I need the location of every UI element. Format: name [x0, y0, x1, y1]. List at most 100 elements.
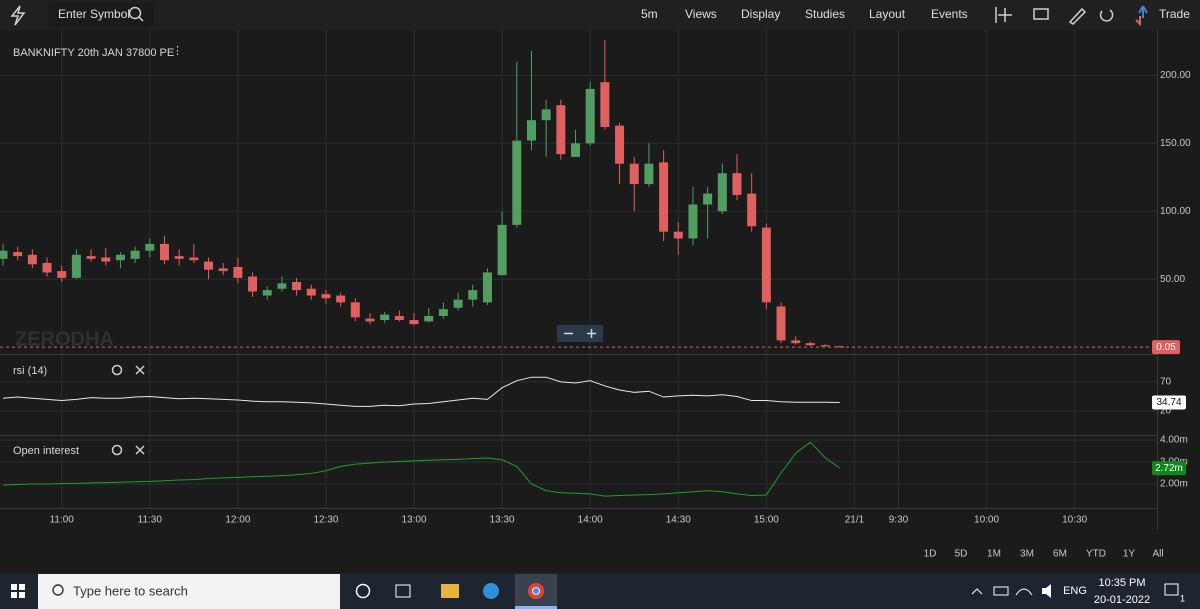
candle-body	[615, 125, 625, 164]
x-tick-label: 9:30	[889, 515, 909, 526]
toolbar-item[interactable]: Views	[685, 7, 717, 21]
language[interactable]: ENG	[1063, 585, 1087, 597]
cortana-icon[interactable]	[355, 583, 371, 599]
taskbar-search[interactable]	[38, 574, 340, 609]
candle-body	[306, 288, 316, 296]
wifi-icon[interactable]	[1015, 588, 1033, 596]
y-tick-label: 2.00m	[1160, 479, 1188, 490]
candle-body	[292, 281, 302, 291]
active-indicator	[515, 606, 557, 609]
x-tick-label: 14:00	[578, 515, 603, 526]
search-icon	[52, 584, 64, 596]
range-button[interactable]: 3M	[1020, 549, 1034, 560]
toolbar-item[interactable]: Events	[931, 7, 968, 21]
candle-body	[717, 173, 727, 212]
x-tick-label: 12:30	[313, 515, 338, 526]
candle-body	[57, 271, 67, 278]
y-tick-label: 70	[1160, 377, 1172, 388]
range-button[interactable]: 1M	[987, 549, 1001, 560]
value-label: 2.72m	[1155, 463, 1183, 474]
x-tick-label: 10:00	[974, 515, 999, 526]
toolbar-item[interactable]: 5m	[641, 7, 658, 21]
candle-body	[321, 294, 331, 299]
candle-body	[409, 320, 419, 325]
candle-body	[776, 306, 786, 341]
toolbar-item[interactable]: Layout	[869, 7, 906, 21]
close-icon[interactable]	[135, 365, 145, 375]
comment-icon[interactable]	[1033, 8, 1049, 20]
candle-body	[394, 315, 404, 321]
tray-icon[interactable]	[971, 588, 983, 595]
candle-body	[732, 173, 742, 195]
trade-button[interactable]: Trade	[1159, 7, 1190, 21]
draw-icon[interactable]	[1068, 7, 1087, 25]
start-button[interactable]	[11, 584, 25, 598]
edge-icon[interactable]	[483, 583, 499, 599]
crosshair-icon[interactable]	[995, 7, 1012, 23]
range-button[interactable]: 5D	[955, 549, 968, 560]
x-tick-label: 10:30	[1062, 515, 1087, 526]
range-button[interactable]: YTD	[1086, 549, 1106, 560]
symbol-search[interactable]	[49, 3, 154, 27]
chart-title: BANKNIFTY 20th JAN 37800 PE	[13, 47, 174, 59]
refresh-icon[interactable]	[1099, 9, 1114, 22]
candle-body	[0, 250, 8, 259]
toolbar	[0, 0, 1200, 30]
battery-icon[interactable]	[993, 586, 1009, 596]
clock-time[interactable]: 10:35 PM	[1098, 577, 1145, 589]
candle-body	[350, 302, 360, 318]
settings-icon[interactable]	[111, 364, 123, 376]
candle-body	[468, 290, 478, 300]
range-button[interactable]: All	[1152, 549, 1163, 560]
candle-body	[747, 193, 757, 227]
candle-body	[71, 254, 81, 278]
toolbar-item[interactable]: Display	[741, 7, 780, 21]
search-icon[interactable]	[128, 6, 142, 20]
candle-body	[174, 256, 184, 259]
y-tick-label: 4.00m	[1160, 435, 1188, 446]
range-button[interactable]: 1Y	[1123, 549, 1136, 560]
close-icon[interactable]	[135, 445, 145, 455]
candle-body	[644, 163, 654, 185]
candle-body	[497, 224, 507, 276]
notification-icon[interactable]	[1164, 583, 1179, 596]
zoom-buttons[interactable]	[564, 329, 596, 338]
search-placeholder[interactable]: Enter Symbol	[58, 7, 130, 21]
candle-body	[424, 315, 434, 322]
candle-body	[791, 340, 801, 344]
candle-body	[101, 257, 111, 262]
candle-body	[629, 163, 639, 185]
range-button[interactable]: 6M	[1053, 549, 1067, 560]
candle-body	[703, 193, 713, 205]
candle-body	[659, 162, 669, 232]
panel-title: Open interest	[13, 445, 79, 457]
candle-body	[145, 243, 155, 251]
candle-body	[189, 257, 199, 261]
candle-body	[262, 290, 272, 296]
explorer-icon[interactable]	[441, 584, 459, 598]
task-view-icon[interactable]	[395, 584, 411, 598]
range-button[interactable]: 1D	[924, 549, 937, 560]
trade-icon	[1138, 5, 1148, 18]
toolbar-item[interactable]: Studies	[805, 7, 845, 21]
candle-body	[526, 120, 536, 141]
taskbar-search-text[interactable]: Type here to search	[73, 583, 188, 598]
volume-icon[interactable]	[1042, 584, 1051, 598]
x-tick-label: 13:30	[490, 515, 515, 526]
menu-icon[interactable]: ⋮	[172, 45, 183, 57]
indicator-line	[2, 441, 841, 497]
candle-body	[218, 268, 228, 272]
x-tick-label: 11:30	[138, 515, 163, 526]
candle-body	[438, 309, 448, 316]
y-tick-label: 200.00	[1160, 70, 1191, 81]
value-badge	[1152, 461, 1186, 476]
candle-body	[600, 82, 610, 127]
settings-icon[interactable]	[111, 444, 123, 456]
candle-body	[233, 267, 243, 278]
candle-body	[277, 283, 287, 289]
panel-title: rsi (14)	[13, 365, 47, 377]
x-tick-label: 13:00	[402, 515, 427, 526]
candle-body	[541, 109, 551, 121]
chrome-icon	[532, 587, 540, 595]
clock-date[interactable]: 20-01-2022	[1094, 594, 1150, 606]
